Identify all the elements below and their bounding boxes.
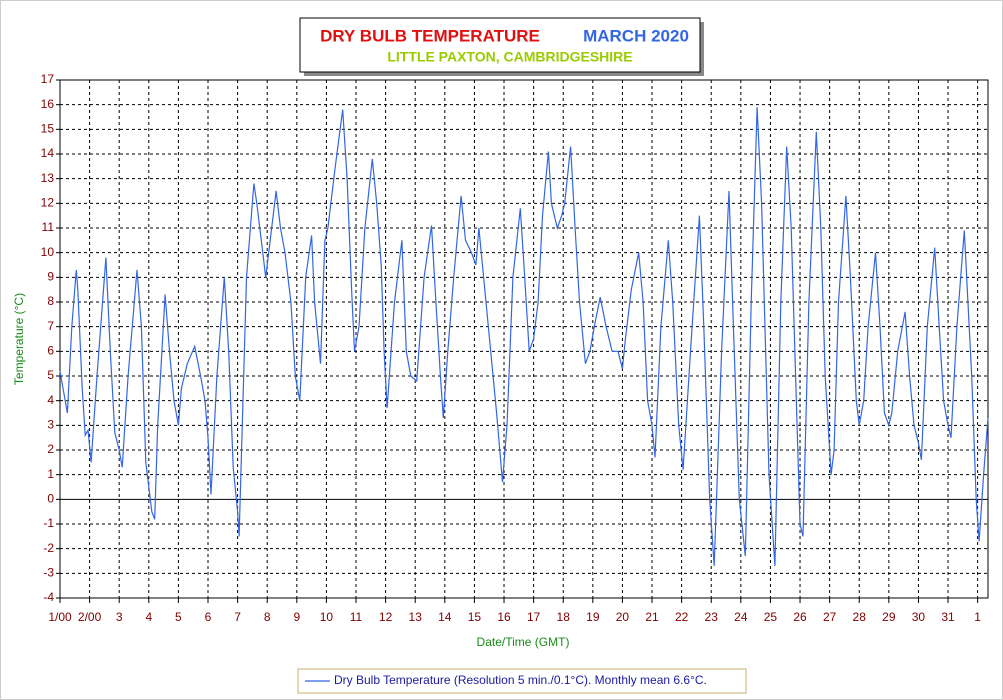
x-tick-label: 1 xyxy=(974,610,981,624)
y-tick-label: 7 xyxy=(47,319,54,333)
x-tick-label: 13 xyxy=(409,610,423,624)
y-tick-label: 15 xyxy=(41,122,55,136)
y-tick-label: 12 xyxy=(41,196,55,210)
y-tick-label: -2 xyxy=(43,541,54,555)
x-tick-label: 29 xyxy=(882,610,896,624)
data-line xyxy=(59,107,989,566)
x-axis-label: Date/Time (GMT) xyxy=(477,635,570,649)
x-tick-label: 7 xyxy=(234,610,241,624)
y-tick-label: 0 xyxy=(47,492,54,506)
x-tick-label: 19 xyxy=(586,610,600,624)
y-tick-label: 4 xyxy=(47,393,54,407)
x-tick-label: 27 xyxy=(823,610,837,624)
y-tick-label: 9 xyxy=(47,270,54,284)
y-tick-label: -1 xyxy=(43,516,54,530)
x-tick-label: 25 xyxy=(764,610,778,624)
x-tick-label: 24 xyxy=(734,610,748,624)
x-tick-label: 30 xyxy=(912,610,926,624)
x-tick-label: 14 xyxy=(438,610,452,624)
y-tick-label: 3 xyxy=(47,418,54,432)
x-tick-label: 11 xyxy=(350,610,363,624)
y-tick-label: 2 xyxy=(47,442,54,456)
y-tick-label: 6 xyxy=(47,344,54,358)
y-tick-label: -4 xyxy=(43,590,54,604)
x-tick-label: 10 xyxy=(320,610,334,624)
title-box xyxy=(299,17,701,73)
y-tick-label: 10 xyxy=(41,245,55,259)
x-tick-label: 20 xyxy=(616,610,630,624)
x-tick-label: 5 xyxy=(175,610,182,624)
x-tick-label: 12 xyxy=(379,610,393,624)
x-tick-label: 17 xyxy=(527,610,541,624)
y-tick-label: 8 xyxy=(47,294,54,308)
y-axis-label: Temperature (°C) xyxy=(12,293,26,385)
x-tick-label: 21 xyxy=(645,610,659,624)
y-tick-label: 14 xyxy=(41,146,55,160)
y-tick-label: 13 xyxy=(41,171,55,185)
chart-title: DRY BULB TEMPERATURE xyxy=(320,26,540,45)
x-tick-label: 2/00 xyxy=(78,610,102,624)
x-tick-label: 16 xyxy=(497,610,511,624)
x-tick-label: 1/00 xyxy=(48,610,72,624)
legend-box xyxy=(297,668,747,694)
y-tick-label: 1 xyxy=(47,467,54,481)
x-tick-label: 9 xyxy=(293,610,300,624)
y-tick-label: 16 xyxy=(41,97,55,111)
chart-period: MARCH 2020 xyxy=(583,26,689,45)
y-tick-label: -3 xyxy=(43,566,54,580)
y-tick-label: 17 xyxy=(41,72,55,86)
x-tick-label: 8 xyxy=(264,610,271,624)
x-tick-label: 26 xyxy=(793,610,807,624)
y-tick-label: 5 xyxy=(47,368,54,382)
x-tick-label: 15 xyxy=(468,610,482,624)
x-tick-label: 18 xyxy=(557,610,571,624)
y-tick-label: 11 xyxy=(42,220,55,234)
legend-label: Dry Bulb Temperature (Resolution 5 min./… xyxy=(334,673,707,687)
plot-frame xyxy=(59,79,989,599)
x-tick-label: 3 xyxy=(116,610,123,624)
x-tick-label: 23 xyxy=(705,610,719,624)
x-tick-label: 22 xyxy=(675,610,689,624)
x-tick-label: 31 xyxy=(941,610,955,624)
x-tick-label: 6 xyxy=(205,610,212,624)
chart-subtitle: LITTLE PAXTON, CAMBRIDGESHIRE xyxy=(387,49,632,65)
x-tick-label: 28 xyxy=(853,610,867,624)
x-tick-label: 4 xyxy=(145,610,152,624)
